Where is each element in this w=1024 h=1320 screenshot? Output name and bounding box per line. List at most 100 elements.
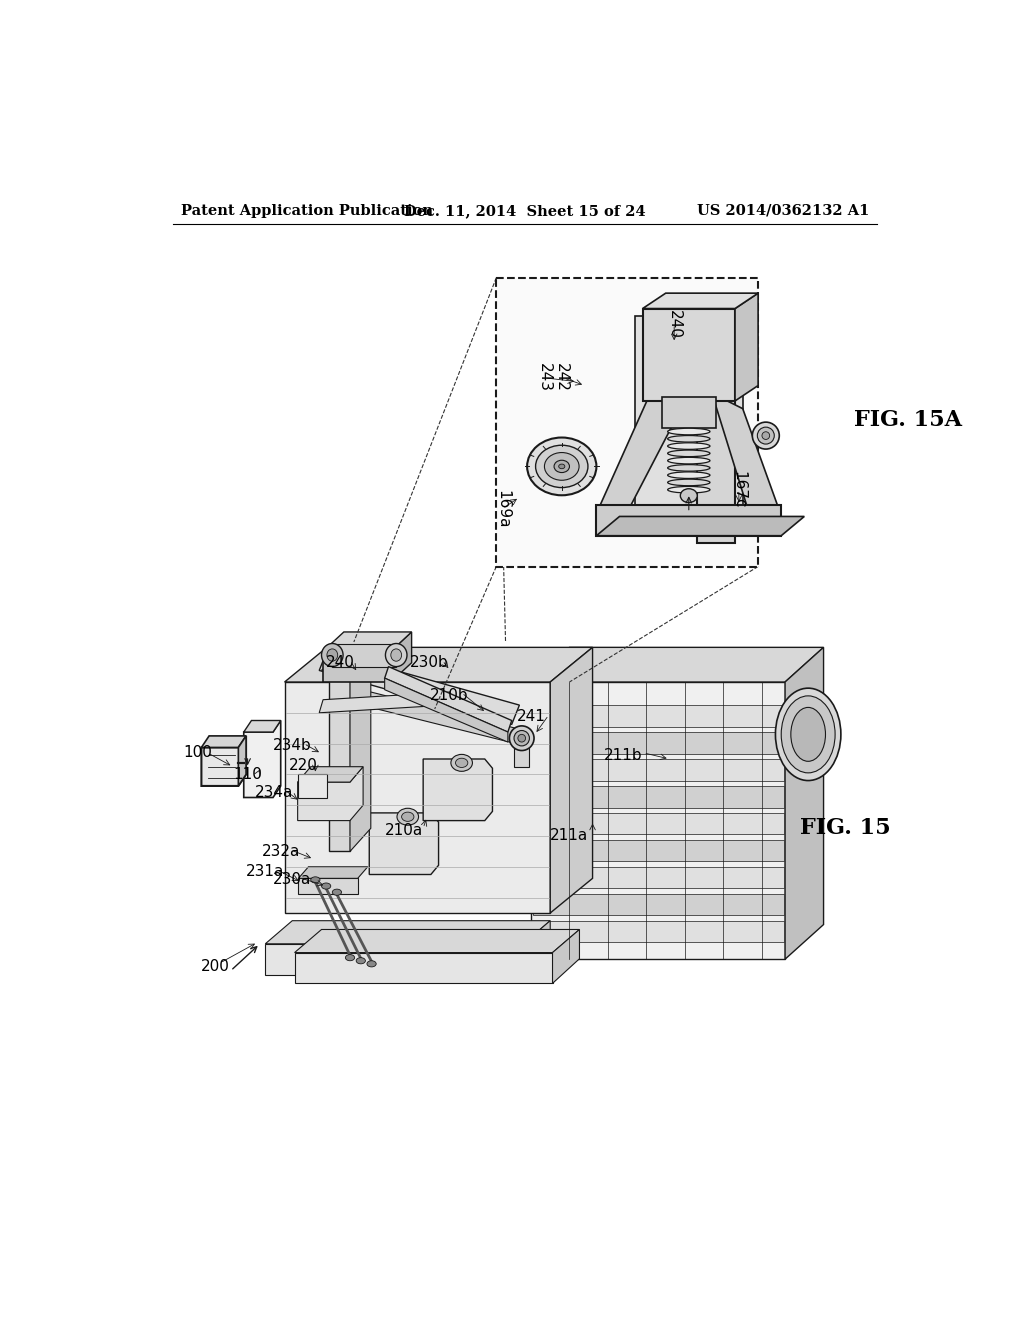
Ellipse shape <box>456 758 468 767</box>
Polygon shape <box>265 944 523 974</box>
Ellipse shape <box>668 479 710 486</box>
Ellipse shape <box>327 649 338 661</box>
Polygon shape <box>550 647 593 913</box>
Polygon shape <box>265 921 550 944</box>
Ellipse shape <box>668 428 710 434</box>
Polygon shape <box>333 644 396 667</box>
Text: 211b: 211b <box>604 747 643 763</box>
Text: 100: 100 <box>183 746 212 760</box>
Polygon shape <box>532 705 783 726</box>
Polygon shape <box>785 647 823 960</box>
Polygon shape <box>298 767 364 781</box>
Polygon shape <box>514 739 529 767</box>
Polygon shape <box>244 721 281 733</box>
Text: Dec. 11, 2014  Sheet 15 of 24: Dec. 11, 2014 Sheet 15 of 24 <box>404 203 645 218</box>
Text: 210a: 210a <box>385 824 423 838</box>
Polygon shape <box>298 878 357 894</box>
Text: 210b: 210b <box>430 688 469 704</box>
Ellipse shape <box>775 688 841 780</box>
Polygon shape <box>643 293 758 309</box>
Text: 220: 220 <box>289 758 317 772</box>
Polygon shape <box>298 867 368 878</box>
Ellipse shape <box>536 445 588 487</box>
Text: FIG. 15: FIG. 15 <box>801 817 891 840</box>
Ellipse shape <box>509 726 535 751</box>
Polygon shape <box>523 921 550 974</box>
Polygon shape <box>532 921 783 942</box>
Ellipse shape <box>518 734 525 742</box>
Polygon shape <box>532 785 783 808</box>
Polygon shape <box>532 894 783 915</box>
Polygon shape <box>295 929 580 953</box>
Text: 234a: 234a <box>255 784 294 800</box>
Polygon shape <box>423 759 493 821</box>
Polygon shape <box>532 867 783 888</box>
Polygon shape <box>285 682 550 913</box>
Polygon shape <box>239 737 246 785</box>
Ellipse shape <box>753 422 779 449</box>
Text: 243: 243 <box>538 363 552 392</box>
Polygon shape <box>322 649 398 671</box>
Ellipse shape <box>397 808 419 825</box>
Polygon shape <box>330 671 350 851</box>
Text: 242: 242 <box>554 363 569 392</box>
Text: 231a: 231a <box>246 863 285 879</box>
Text: 110: 110 <box>233 767 262 781</box>
Ellipse shape <box>527 437 596 495</box>
Polygon shape <box>285 647 593 682</box>
Polygon shape <box>319 651 519 725</box>
Ellipse shape <box>668 450 710 457</box>
Ellipse shape <box>668 457 710 463</box>
Text: 240: 240 <box>667 309 682 338</box>
Polygon shape <box>662 397 716 428</box>
Ellipse shape <box>668 465 710 471</box>
Polygon shape <box>385 667 512 733</box>
Polygon shape <box>532 733 783 754</box>
Ellipse shape <box>791 708 825 762</box>
Text: FIG. 15A: FIG. 15A <box>854 409 963 432</box>
Polygon shape <box>532 813 783 834</box>
Text: 230b: 230b <box>410 655 449 671</box>
Polygon shape <box>370 813 438 874</box>
Ellipse shape <box>367 961 376 966</box>
Ellipse shape <box>401 812 414 821</box>
Polygon shape <box>596 516 804 536</box>
Ellipse shape <box>781 696 836 774</box>
Polygon shape <box>600 393 681 506</box>
Ellipse shape <box>391 649 401 661</box>
Ellipse shape <box>322 883 331 890</box>
Polygon shape <box>323 651 391 682</box>
Text: 234b: 234b <box>272 738 311 752</box>
Ellipse shape <box>545 453 580 480</box>
Ellipse shape <box>451 755 472 771</box>
Polygon shape <box>735 293 758 401</box>
Polygon shape <box>295 953 553 983</box>
Polygon shape <box>298 767 364 821</box>
Polygon shape <box>385 678 508 742</box>
Ellipse shape <box>559 465 565 469</box>
Polygon shape <box>298 775 327 797</box>
Polygon shape <box>635 317 742 528</box>
Text: 200: 200 <box>201 960 229 974</box>
Polygon shape <box>350 649 371 851</box>
Ellipse shape <box>668 471 710 478</box>
Polygon shape <box>202 737 246 785</box>
Ellipse shape <box>680 488 697 503</box>
Ellipse shape <box>668 436 710 442</box>
Text: US 2014/0362132 A1: US 2014/0362132 A1 <box>696 203 869 218</box>
Text: 240: 240 <box>326 655 354 671</box>
Bar <box>497 277 758 566</box>
Polygon shape <box>532 840 783 862</box>
Ellipse shape <box>345 954 354 961</box>
Polygon shape <box>319 692 451 713</box>
Polygon shape <box>531 682 785 960</box>
Polygon shape <box>596 506 781 536</box>
Ellipse shape <box>385 644 407 667</box>
Polygon shape <box>643 309 735 401</box>
Text: 211a: 211a <box>550 829 589 843</box>
Ellipse shape <box>758 428 774 444</box>
Text: Patent Application Publication: Patent Application Publication <box>180 203 432 218</box>
Polygon shape <box>531 647 823 682</box>
Polygon shape <box>323 632 412 651</box>
Ellipse shape <box>322 644 343 667</box>
